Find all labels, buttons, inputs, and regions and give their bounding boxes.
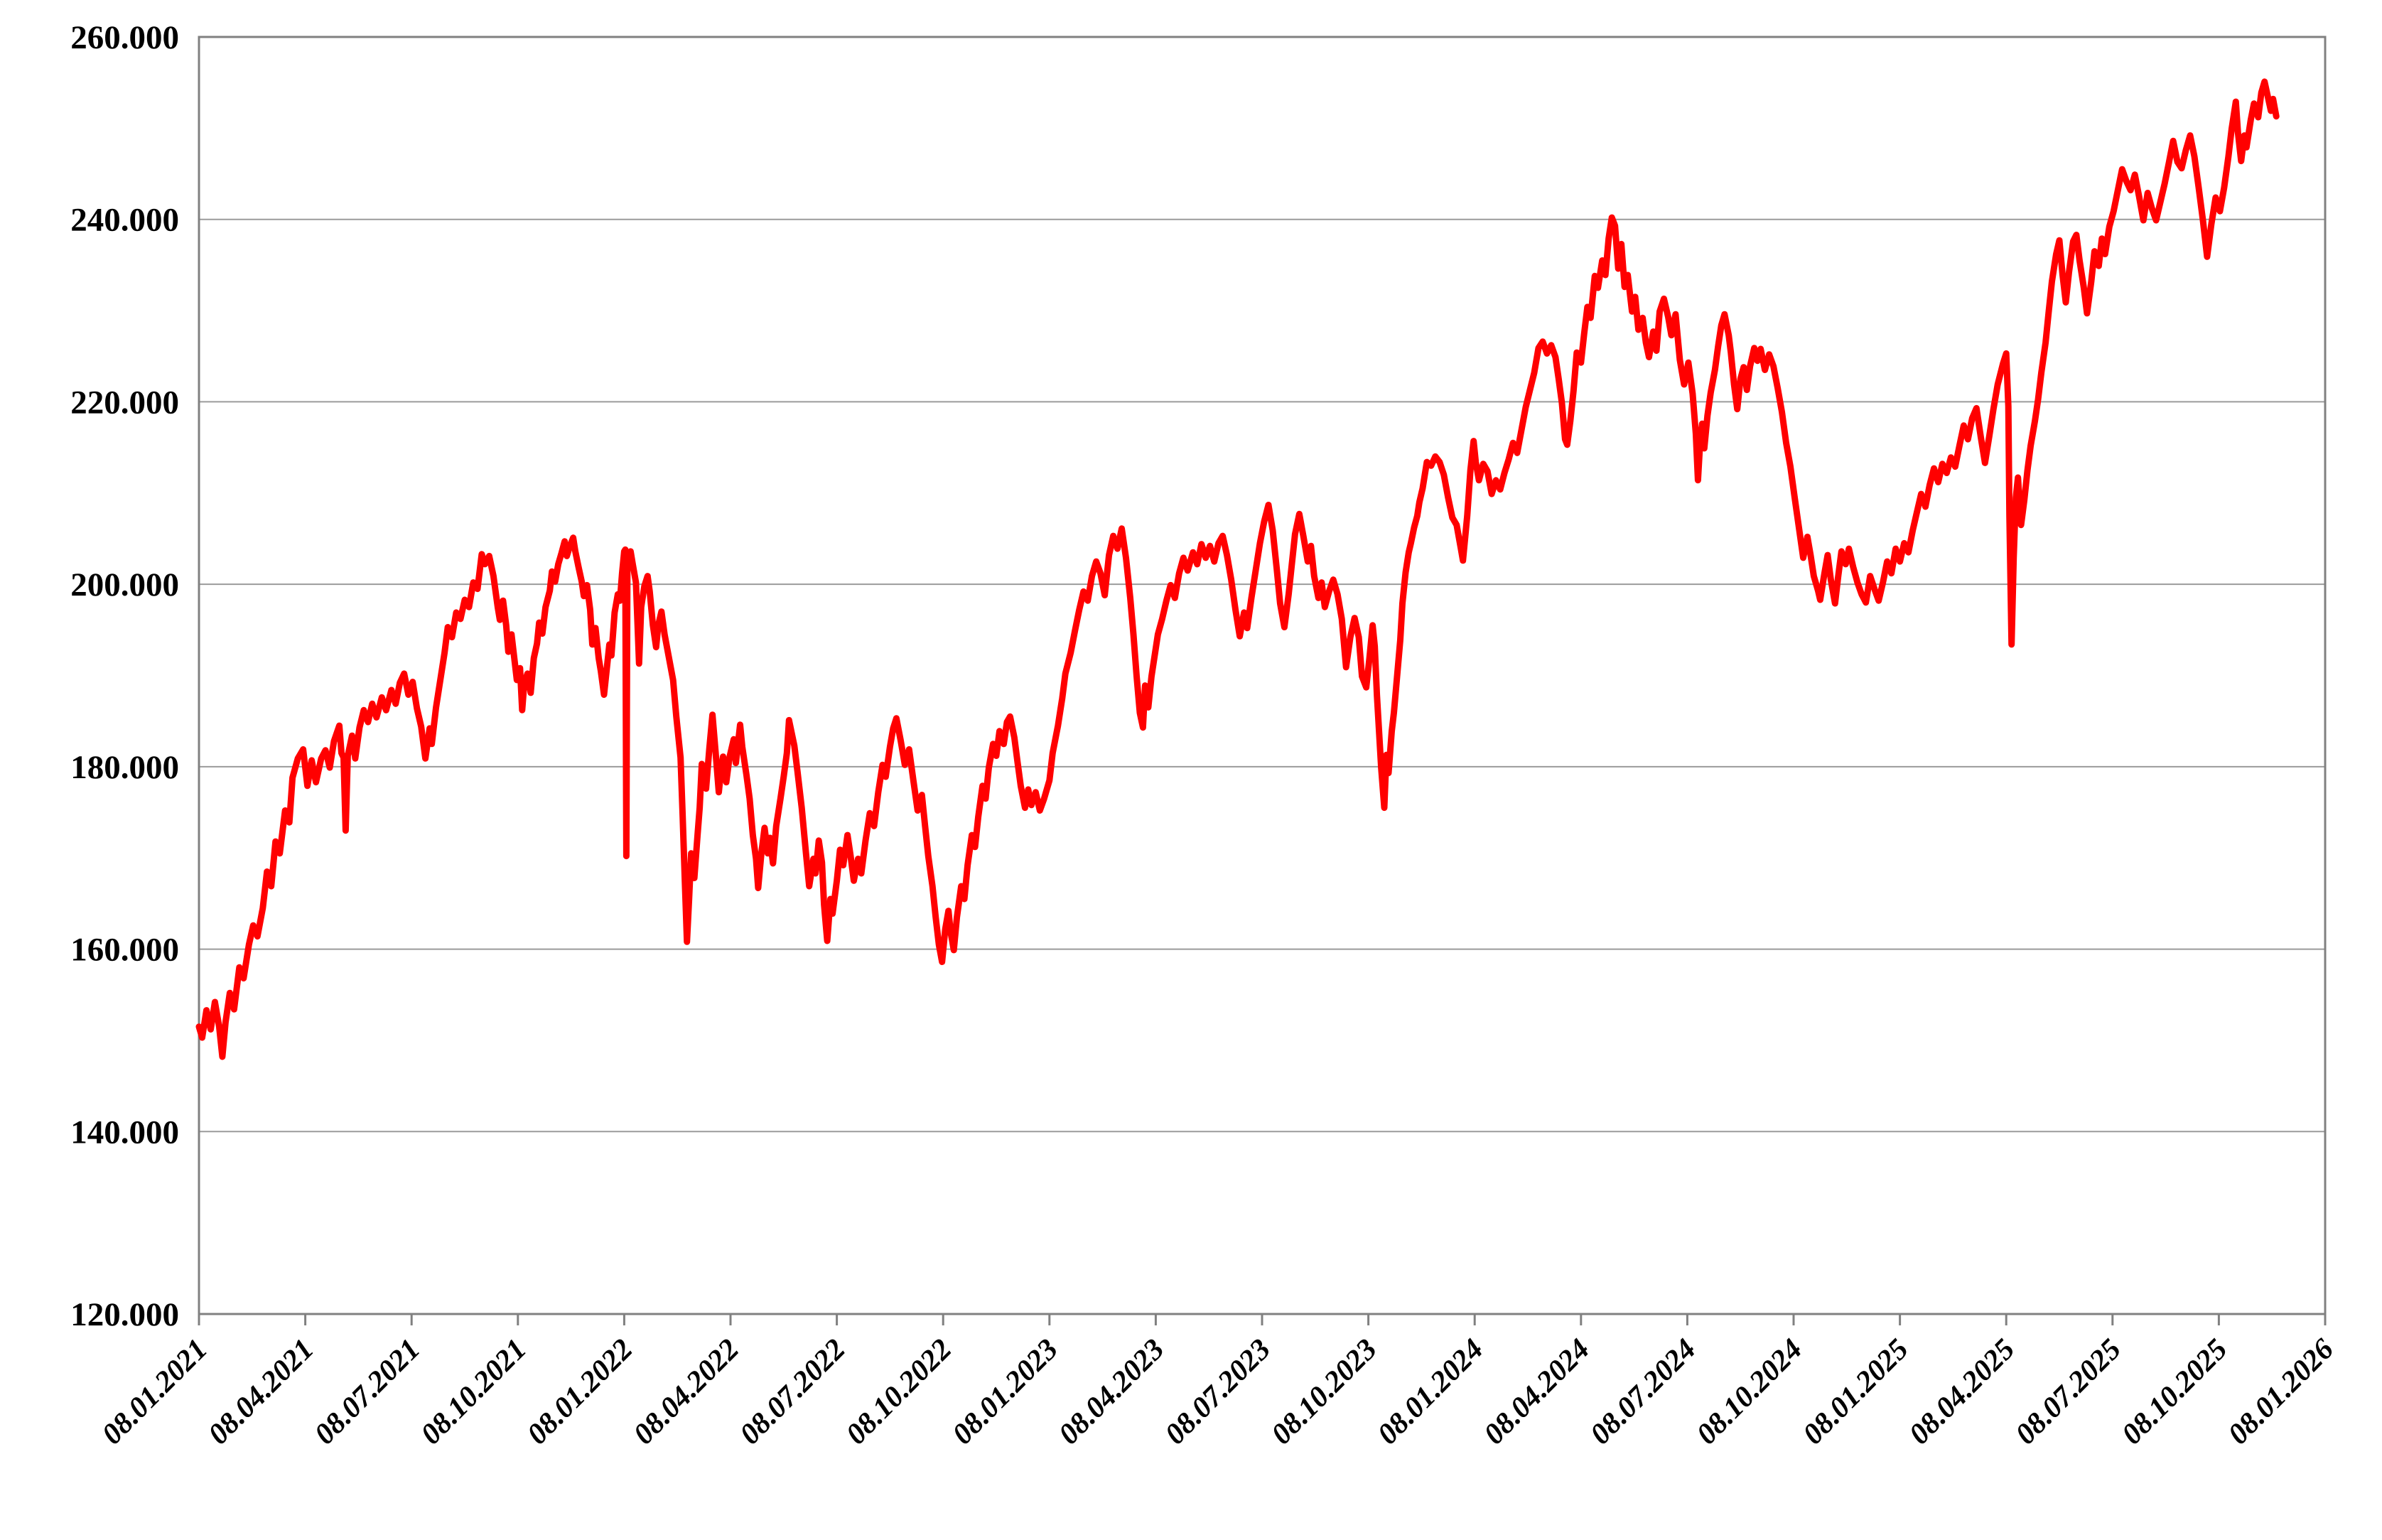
- x-axis-label-08.07.2024: 08.07.2024: [1584, 1333, 1702, 1451]
- price-series: [195, 78, 2280, 1060]
- x-axis-label-08.10.2024: 08.10.2024: [1691, 1333, 1809, 1451]
- x-axis-label-08.01.2022: 08.01.2022: [521, 1333, 639, 1451]
- x-axis-labels: 08.01.202108.04.202108.07.202108.10.2021…: [96, 1333, 2340, 1451]
- x-axis-label-08.07.2025: 08.07.2025: [2010, 1333, 2128, 1451]
- x-axis-label-08.01.2025: 08.01.2025: [1797, 1333, 1915, 1451]
- axes: [198, 36, 2327, 1325]
- x-axis-label-08.10.2025: 08.10.2025: [2116, 1333, 2233, 1451]
- y-axis-label-200.000: 200.000: [70, 566, 179, 603]
- x-axis-label-08.04.2025: 08.04.2025: [1903, 1333, 2021, 1451]
- x-axis-label-08.04.2021: 08.04.2021: [203, 1333, 320, 1451]
- price-line: [195, 78, 2280, 1060]
- x-axis-label-08.10.2022: 08.10.2022: [840, 1333, 958, 1451]
- x-axis-label-08.01.2026: 08.01.2026: [2222, 1333, 2340, 1451]
- x-axis-label-08.01.2024: 08.01.2024: [1371, 1333, 1489, 1451]
- y-axis-label-240.000: 240.000: [70, 202, 179, 239]
- y-axis-labels: 120.000 140.000 160.000 180.000 200.000 220.0…: [70, 19, 179, 1333]
- x-axis-label-08.07.2023: 08.07.2023: [1159, 1333, 1277, 1451]
- y-axis-label-140.000: 140.000: [70, 1114, 179, 1151]
- x-axis-label-08.04.2023: 08.04.2023: [1052, 1333, 1170, 1451]
- y-axis-label-120.000: 120.000: [70, 1296, 179, 1333]
- y-axis-label-260.000: 260.000: [70, 19, 179, 56]
- y-axis-label-220.000: 220.000: [70, 384, 179, 421]
- x-axis-label-08.01.2021: 08.01.2021: [96, 1333, 214, 1451]
- x-axis-label-08.07.2021: 08.07.2021: [308, 1333, 426, 1451]
- x-axis-label-08.10.2023: 08.10.2023: [1266, 1333, 1384, 1451]
- x-axis-label-08.04.2024: 08.04.2024: [1478, 1333, 1596, 1451]
- x-axis-label-08.04.2022: 08.04.2022: [627, 1333, 745, 1451]
- x-axis-label-08.10.2021: 08.10.2021: [415, 1333, 533, 1451]
- x-axis-label-08.01.2023: 08.01.2023: [947, 1333, 1065, 1451]
- y-axis-label-160.000: 160.000: [70, 932, 179, 969]
- y-axis-label-180.000: 180.000: [70, 749, 179, 786]
- x-axis-label-08.07.2022: 08.07.2022: [734, 1333, 852, 1451]
